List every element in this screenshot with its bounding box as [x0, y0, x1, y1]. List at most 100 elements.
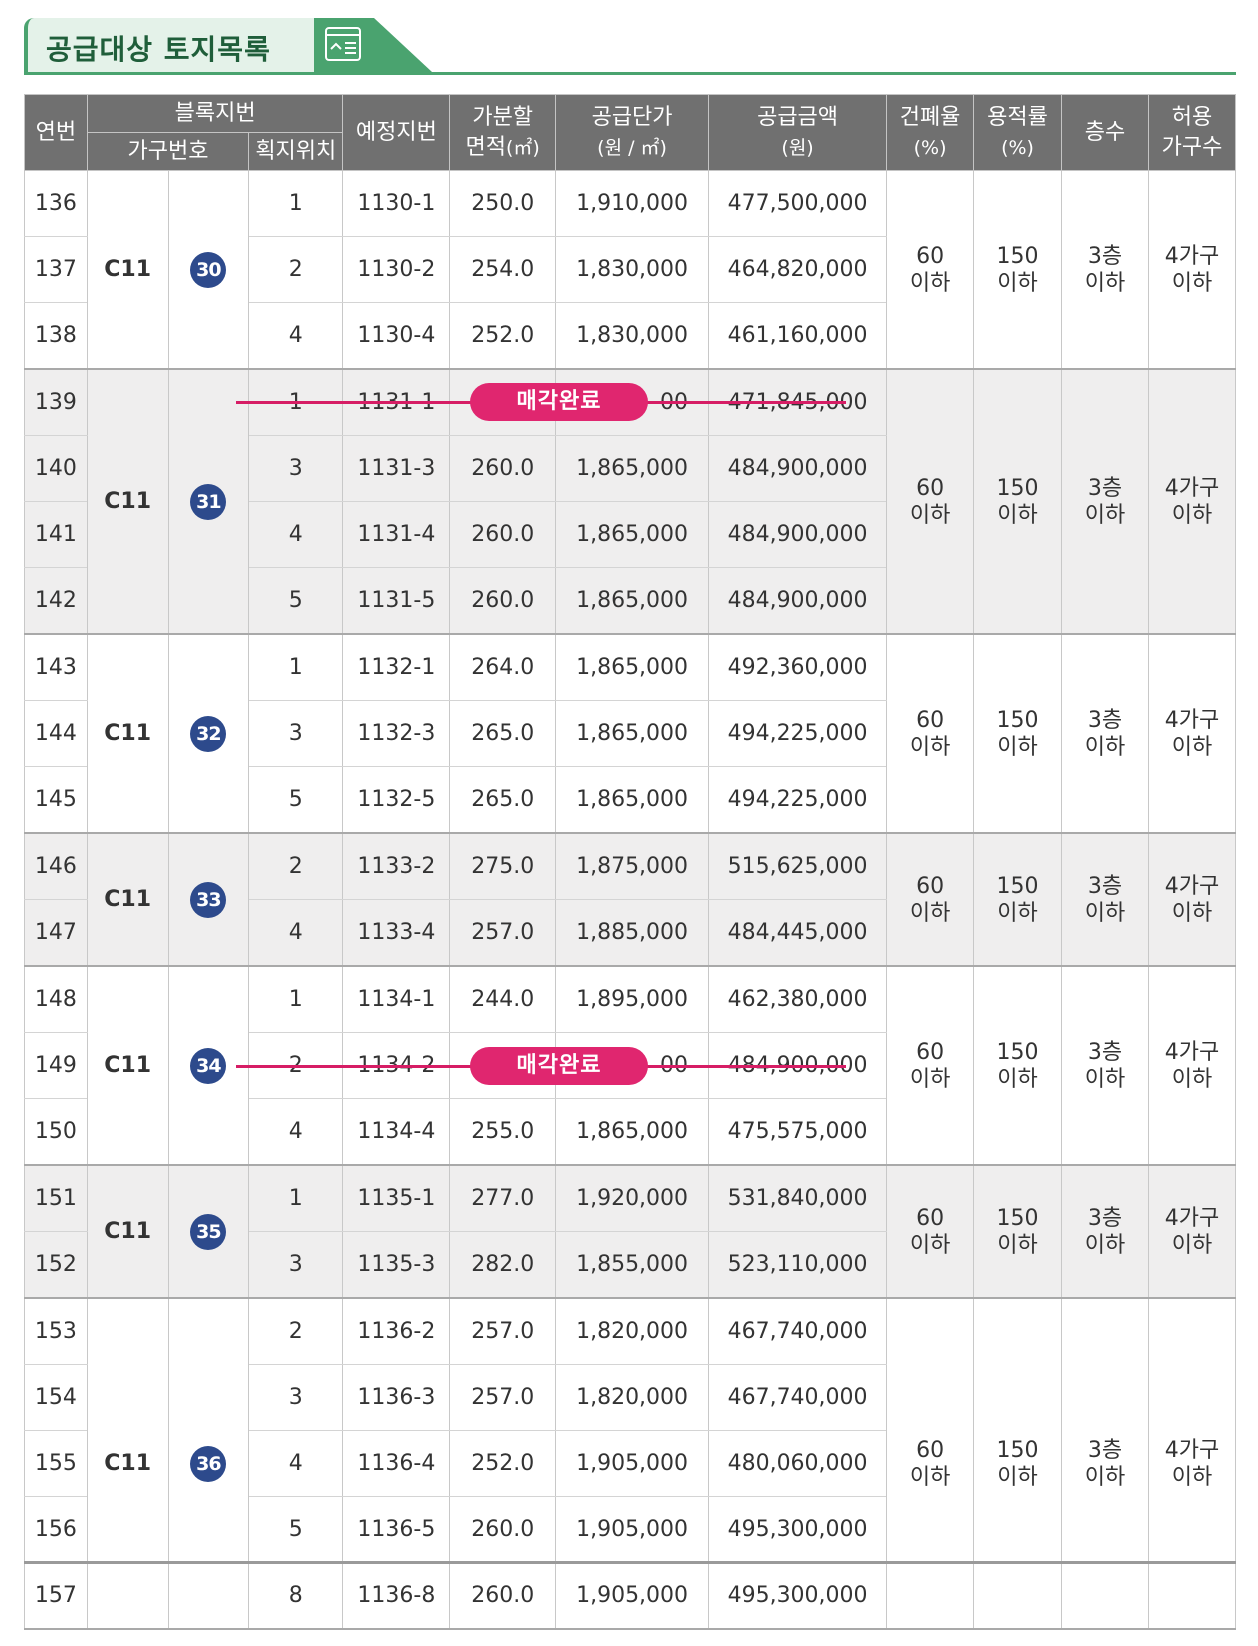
- cell-unit-price: 1,895,000: [555, 965, 710, 1033]
- cell-area: 257.0: [449, 1297, 557, 1365]
- cell-floors-suffix: 이하: [1084, 900, 1126, 926]
- header-unit-price-line1: 공급단가: [591, 104, 673, 130]
- cell-planned-lot: 1130-2: [342, 236, 451, 303]
- cell-unit-price: 1,865,000: [555, 567, 710, 635]
- cell-floors-suffix: 이하: [1084, 1232, 1126, 1258]
- cell-no: 154: [24, 1364, 88, 1431]
- cell-coverage-suffix: 이하: [909, 270, 951, 296]
- cell-no: 136: [24, 170, 88, 237]
- cell-no: 150: [24, 1098, 88, 1166]
- cell-households-value: 4가구: [1164, 873, 1220, 899]
- cell-coverage-suffix: 이하: [909, 1464, 951, 1490]
- cell-no: 145: [24, 766, 88, 834]
- cell-floors-value: 3층: [1087, 475, 1123, 501]
- table-row: 147 4 1133-4 257.0 1,885,000 484,445,000: [24, 899, 1236, 967]
- cell-no: 137: [24, 236, 88, 303]
- cell-far: 150 이하: [973, 1164, 1063, 1299]
- table-row: 145 5 1132-5 265.0 1,865,000 494,225,000: [24, 766, 1236, 834]
- header-no: 연번: [24, 94, 88, 171]
- cell-amount: 484,900,000: [708, 567, 888, 635]
- cell-far-suffix: 이하: [997, 1464, 1038, 1490]
- cell-coverage-suffix: 이하: [909, 900, 951, 926]
- header-far-line1: 용적률: [987, 104, 1048, 130]
- cell-floors: 3층 이하: [1061, 965, 1149, 1166]
- cell-coverage-value: 60: [916, 707, 945, 733]
- cell-floors-suffix: 이하: [1084, 502, 1126, 528]
- land-supply-table: 연번 블록지번 예정지번 가분할 면적(㎡) 공급단가 (원 / ㎡) 공급금액…: [24, 94, 1237, 1630]
- table-row: 138 4 1130-4 252.0 1,830,000 461,160,000: [24, 302, 1236, 370]
- cell-amount: 467,740,000: [708, 1364, 888, 1431]
- sold-out-badge: 매각완료: [470, 1046, 648, 1085]
- cell-lot-position: 4: [248, 1430, 344, 1497]
- cell-far-value: 150: [996, 475, 1039, 501]
- cell-far: 150 이하: [973, 170, 1063, 370]
- cell-no: 144: [24, 700, 88, 767]
- cell-floors: 3층 이하: [1061, 832, 1149, 967]
- cell-area: 265.0: [449, 700, 557, 767]
- cell-floors: 3층 이하: [1061, 170, 1149, 370]
- cell-floors-value: 3층: [1087, 707, 1123, 733]
- cell-amount: 464,820,000: [708, 236, 888, 303]
- cell-households: 4가구 이하: [1147, 633, 1237, 834]
- cell-coverage-suffix: 이하: [909, 502, 951, 528]
- cell-area: 255.0: [449, 1098, 557, 1166]
- cell-households-suffix: 이하: [1171, 1464, 1213, 1490]
- cell-planned-lot: 1136-2: [342, 1297, 451, 1365]
- cell-floors-suffix: 이하: [1084, 734, 1126, 760]
- household-number-badge: 32: [190, 715, 227, 752]
- cell-far-suffix: 이하: [997, 734, 1038, 760]
- cell-planned-lot: 1135-1: [342, 1164, 451, 1232]
- household-group: 136 C11 30 1 1130-1 250.0 1,910,000 477,500,000…: [24, 170, 1237, 370]
- cell-area: 244.0: [449, 965, 557, 1033]
- table-row: 152 3 1135-3 282.0 1,855,000 523,110,000: [24, 1231, 1236, 1299]
- household-group: 139C113111131-100471,845,00060이하150이하3층이…: [24, 368, 1237, 635]
- cell-lot-position: 3: [248, 1231, 344, 1299]
- cell-block: C11: [86, 1297, 169, 1630]
- cell-households-value: 4가구: [1164, 1039, 1220, 1065]
- cell-far-value: 150: [996, 1437, 1039, 1463]
- header-area-label: 면적: [465, 134, 507, 160]
- cell-households-suffix: 이하: [1171, 270, 1213, 296]
- cell-households: 4가구 이하: [1147, 965, 1237, 1166]
- household-number-badge: 34: [190, 1047, 227, 1084]
- household-group: 151 C11 35 1 1135-1 277.0 1,920,000 531,840,000…: [24, 1164, 1237, 1299]
- cell-planned-lot: 1136-5: [342, 1496, 451, 1563]
- cell-area: 252.0: [449, 1430, 557, 1497]
- table-row: 140 3 1131-3 260.0 1,865,000 484,900,000: [24, 435, 1236, 502]
- table-row: 144 3 1132-3 265.0 1,865,000 494,225,000: [24, 700, 1236, 767]
- cell-coverage: 60 이하: [886, 1297, 975, 1630]
- title-tab-slant: [314, 18, 432, 72]
- table-row: 137 2 1130-2 254.0 1,830,000 464,820,000: [24, 236, 1236, 303]
- sold-out-badge: 매각완료: [470, 383, 648, 422]
- household-group: 146 C11 33 2 1133-2 275.0 1,875,000 515,625,000…: [24, 832, 1237, 967]
- table-row: 156 5 1136-5 260.0 1,905,000 495,300,000: [24, 1496, 1236, 1563]
- cell-planned-lot: 1133-4: [342, 899, 451, 967]
- cell-block: C11: [86, 633, 169, 834]
- cell-no: 147: [24, 899, 88, 967]
- cell-coverage-value: 60: [916, 243, 945, 269]
- cell-amount: 477,500,000: [708, 170, 888, 237]
- cell-unit-price: 1,865,000: [555, 501, 710, 568]
- cell-area: 260.0: [449, 435, 557, 502]
- cell-amount: 467,740,000: [708, 1297, 888, 1365]
- cell-unit-price: 1,865,000: [555, 1098, 710, 1166]
- cell-area: 264.0: [449, 633, 557, 701]
- household-number-badge: 30: [190, 251, 227, 288]
- page-title: 공급대상 토지목록: [46, 33, 271, 66]
- header-unit-price-line2: (원 / ㎡): [597, 136, 667, 159]
- cell-planned-lot: 1136-8: [342, 1562, 451, 1630]
- title-tab: 공급대상 토지목록: [24, 18, 328, 74]
- cell-amount: 523,110,000: [708, 1231, 888, 1299]
- header-coverage-line2: (%): [913, 136, 947, 159]
- cell-block: C11: [86, 832, 169, 967]
- cell-no: 143: [24, 633, 88, 701]
- table-bottom-rule: [24, 1561, 1236, 1564]
- header-households: 허용 가구수: [1147, 94, 1237, 171]
- cell-households-suffix: 이하: [1171, 1066, 1213, 1092]
- cell-unit-price: 1,920,000: [555, 1164, 710, 1232]
- cell-unit-price: 1,910,000: [555, 170, 710, 237]
- table-row: 142 5 1131-5 260.0 1,865,000 484,900,000: [24, 567, 1236, 635]
- cell-area: 260.0: [449, 567, 557, 635]
- cell-households: 4가구 이하: [1147, 368, 1237, 635]
- household-group: 143 C11 32 1 1132-1 264.0 1,865,000 492,360,000…: [24, 633, 1237, 834]
